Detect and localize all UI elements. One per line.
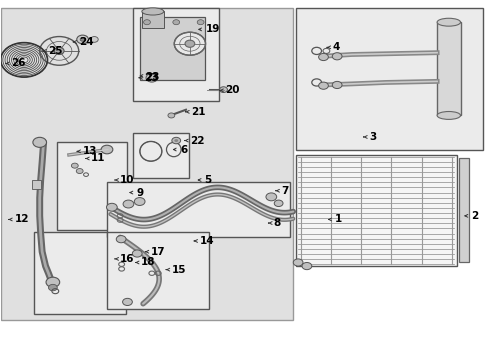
Bar: [107, 232, 209, 309]
Circle shape: [33, 137, 46, 147]
Bar: [436, 22, 460, 116]
Text: 25: 25: [48, 46, 63, 56]
Bar: [458, 158, 468, 262]
Circle shape: [302, 262, 311, 270]
Bar: [133, 8, 218, 101]
Text: 1: 1: [334, 215, 341, 224]
Circle shape: [106, 203, 117, 211]
Circle shape: [172, 20, 179, 25]
Text: 8: 8: [273, 218, 281, 228]
Text: 14: 14: [199, 236, 214, 246]
Circle shape: [174, 139, 178, 142]
Text: 26: 26: [11, 58, 26, 68]
Circle shape: [331, 81, 341, 89]
Circle shape: [274, 200, 283, 207]
Bar: [57, 142, 127, 230]
Circle shape: [318, 53, 328, 60]
Circle shape: [101, 145, 113, 154]
Text: 4: 4: [331, 42, 339, 52]
Circle shape: [122, 298, 132, 306]
Bar: [107, 182, 289, 237]
Circle shape: [146, 73, 158, 82]
Text: 23: 23: [145, 72, 160, 82]
Circle shape: [174, 32, 205, 55]
Text: 10: 10: [120, 175, 134, 185]
Bar: [140, 17, 205, 80]
Text: 15: 15: [171, 265, 185, 275]
Text: 18: 18: [141, 257, 155, 267]
Circle shape: [48, 284, 57, 291]
Bar: [142, 12, 163, 28]
Text: 12: 12: [14, 215, 29, 224]
Bar: [133, 134, 189, 178]
Circle shape: [331, 53, 341, 60]
Circle shape: [318, 82, 328, 89]
Circle shape: [76, 168, 83, 174]
Text: 16: 16: [120, 254, 134, 264]
Text: 17: 17: [151, 247, 165, 257]
Ellipse shape: [436, 112, 460, 120]
Text: 9: 9: [136, 188, 143, 198]
Circle shape: [265, 193, 276, 201]
Circle shape: [54, 47, 64, 54]
Circle shape: [90, 37, 98, 42]
Circle shape: [293, 259, 303, 266]
Circle shape: [71, 163, 78, 168]
Circle shape: [46, 277, 60, 287]
Bar: [0, 8, 293, 320]
Text: 11: 11: [91, 153, 105, 163]
Bar: [295, 8, 483, 149]
Circle shape: [134, 198, 145, 206]
Circle shape: [143, 20, 150, 25]
Text: 7: 7: [281, 186, 288, 196]
Circle shape: [171, 137, 180, 144]
Text: 23: 23: [144, 73, 159, 83]
Bar: [34, 232, 126, 315]
Bar: [295, 155, 456, 266]
Ellipse shape: [142, 8, 163, 15]
Circle shape: [116, 235, 126, 243]
Text: 13: 13: [82, 146, 97, 156]
Text: 24: 24: [79, 37, 93, 47]
Text: 19: 19: [205, 24, 220, 35]
Text: 20: 20: [224, 85, 239, 95]
Text: 2: 2: [470, 211, 478, 221]
Text: 5: 5: [204, 175, 211, 185]
Text: 3: 3: [368, 132, 375, 142]
Circle shape: [219, 87, 227, 93]
Text: 21: 21: [190, 107, 205, 117]
Circle shape: [184, 40, 194, 47]
Text: 6: 6: [180, 144, 187, 154]
Text: 22: 22: [189, 136, 204, 145]
Bar: [32, 180, 41, 189]
Circle shape: [80, 38, 85, 41]
Circle shape: [167, 113, 174, 118]
Circle shape: [197, 20, 203, 25]
Circle shape: [123, 200, 134, 208]
Ellipse shape: [436, 18, 460, 26]
Circle shape: [77, 35, 88, 44]
Circle shape: [132, 250, 142, 257]
